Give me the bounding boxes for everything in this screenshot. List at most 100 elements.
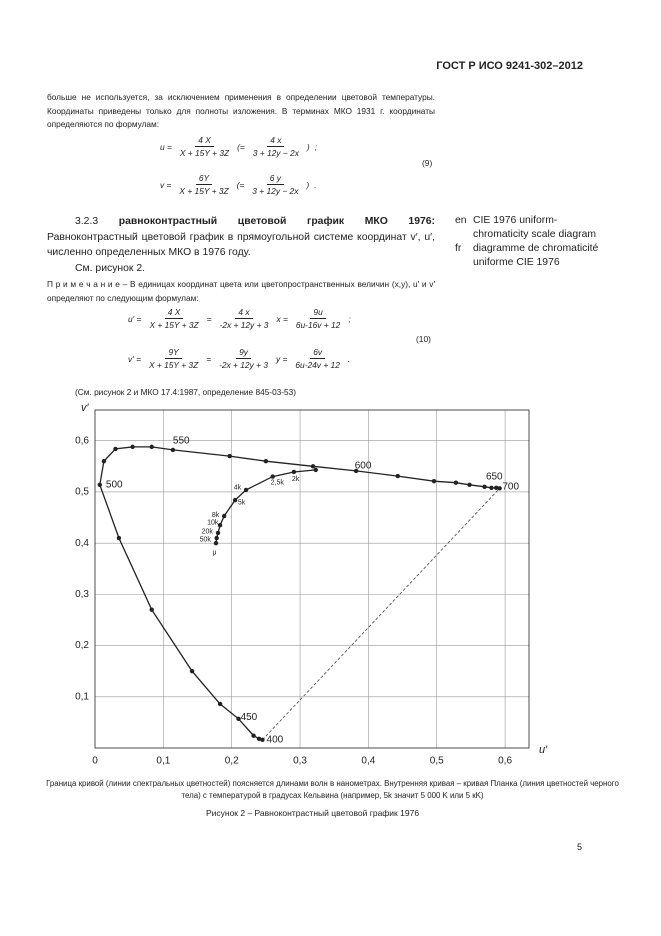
plot-frame [94,409,530,749]
formula-text: ) [306,141,310,152]
fraction: 9u 6u-16v + 12 [293,307,343,330]
point [217,701,223,707]
denominator: X + 15Y + 3Z [148,360,199,370]
equivalent: en CIE 1976 uniform-chromaticity scale di… [455,214,605,242]
point [431,478,437,484]
point [251,733,256,738]
curve-label: 500 [106,479,123,490]
formula-text: . [314,179,317,190]
numerator: 6Y [195,173,213,185]
curve-label: μ [213,550,217,557]
formula-text: (= [237,141,245,152]
point [489,485,494,491]
x-tick-label: 0,6 [498,756,512,767]
point [310,464,316,469]
lang: en [455,215,467,226]
curve-label: 400 [267,734,284,745]
formula-text: = [206,313,212,324]
section-number: 3.2.3 [75,216,99,227]
point [270,474,275,479]
point [214,535,219,541]
point [217,523,223,528]
formula-lhs: u′ = [128,313,142,324]
term: diagramme de chromaticité uniforme CIE 1… [473,243,599,268]
point [170,447,176,453]
formula-row: v′ = 9Y X + 15Y + 3Z = 9y -2x + 12y + 3 y = 6v 6… [128,347,350,370]
formula-text: ; [348,313,351,324]
point [113,446,118,452]
y-tick-label: 0,4 [75,538,89,549]
intro-text: больше не используется, за исключением п… [47,92,435,129]
y-tick-label: 0,2 [75,640,89,651]
formula-text: ; [314,141,318,152]
formula-lhs: v′ = [128,353,141,364]
denominator: 6u-24v + 12 [295,360,340,370]
see-figure: См. рисунок 2. [75,263,146,274]
curve-label: 50k [200,536,212,543]
curve-label: 650 [486,472,503,483]
point [97,482,102,487]
x-tick-label: 0 [92,756,98,767]
x-tick-label: 0,3 [293,756,307,767]
x-tick-label: 0,1 [156,756,170,767]
numerator: 4 x [235,307,253,319]
fraction: 9Y X + 15Y + 3Z [146,347,201,370]
equivalents: en CIE 1976 uniform-chromaticity scale di… [455,214,605,270]
point [221,513,227,519]
formula-lhs: v = [160,179,172,190]
denominator: X + 15Y + 3Z [179,148,230,158]
numerator: 4 X [164,307,184,319]
header-title: ГОСТ Р ИСО 9241-302–2012 [436,60,583,72]
point [215,530,221,536]
numerator: 6 y [266,173,284,185]
formula-number: (10) [416,334,431,344]
numerator: 9y [236,347,251,359]
point [227,453,232,459]
curve-label: 450 [241,712,258,723]
section-term: равноконтрастный цветовой график МКО 197… [118,216,436,227]
formula-text: y = [275,353,288,364]
fraction: 4 x -2x + 12y + 3 [217,307,272,330]
formula-text: . [347,353,351,364]
curve-label: 4k [234,485,242,492]
point [353,468,359,474]
curve [99,446,500,741]
point [189,668,195,674]
fraction: 6v 6u-24v + 12 [292,347,342,370]
formula-text: = [206,353,212,364]
formula-lhs: u = [160,141,172,152]
point [149,607,154,612]
denominator: 6u-16v + 12 [295,320,341,330]
x-tick-label: 0,5 [430,756,444,767]
section: 3.2.3 равноконтрастный цветовой график М… [47,214,435,261]
curve-label: 550 [173,435,190,446]
x-axis-label: u′ [539,744,548,756]
point [256,736,262,741]
point [313,467,318,473]
caption: Граница кривой (линии спектральных цветн… [46,779,619,800]
section-text: Равноконтрастный цветовой график в прямо… [47,231,435,259]
numerator: 4 X [195,135,214,147]
denominator: 3 + 12y − 2x [252,148,299,158]
formula-text: ) [306,179,310,190]
denominator: X + 15Y + 3Z [149,320,199,330]
point [482,484,487,490]
point [467,482,472,487]
point [291,469,297,475]
equivalent: fr diagramme de chromaticité uniforme CIE… [455,242,605,270]
point [149,444,154,450]
curve-label: 2,5k [271,480,285,487]
point [263,459,269,464]
curve-label: 20k [202,529,214,536]
curve-label: 700 [502,481,519,492]
denominator: 3 + 12y − 2x [252,186,299,196]
curve-label: 600 [355,460,372,471]
denominator: X + 15Y + 3Z [179,186,229,196]
